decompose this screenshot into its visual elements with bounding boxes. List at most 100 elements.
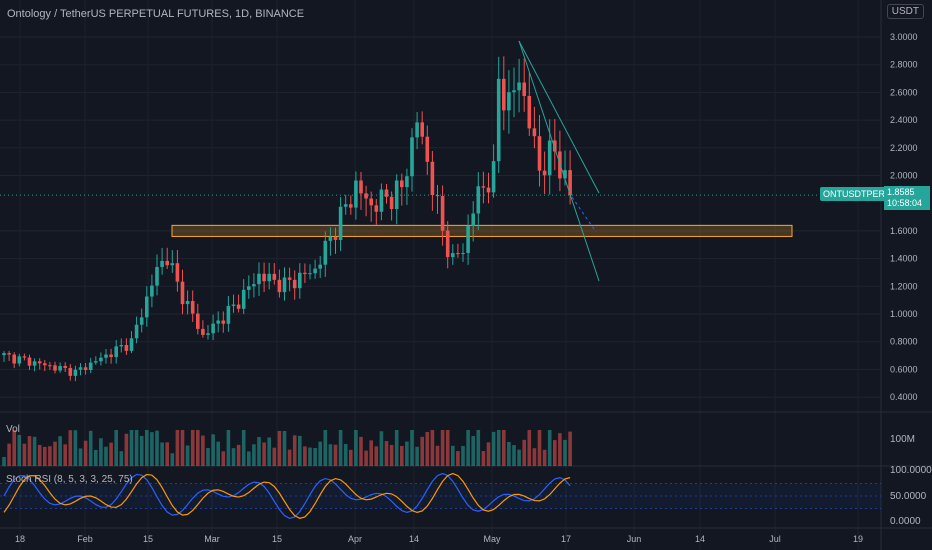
volume-bar [308, 447, 312, 466]
candle-body [22, 356, 27, 358]
volume-bar [313, 448, 317, 466]
volume-bar [527, 430, 532, 466]
candle-body [58, 366, 62, 371]
volume-bar [425, 432, 430, 466]
volume-bar [303, 446, 307, 466]
volume-bar [502, 430, 506, 466]
stoch-tick-50: 50.0000 [890, 491, 927, 502]
candle-body [2, 353, 6, 356]
price-tick-label: 0.4000 [890, 392, 918, 402]
candle-body [196, 313, 200, 329]
candle-body [394, 180, 399, 209]
candle-body [405, 176, 409, 188]
stoch-d-line [3, 472, 571, 519]
candle-body [420, 122, 424, 137]
time-tick-label: 14 [409, 534, 419, 544]
volume-bar [12, 430, 16, 466]
candle-body [415, 122, 419, 138]
volume-bar [405, 441, 409, 466]
time-tick-label: Jul [769, 534, 781, 544]
time-tick-label: Apr [348, 534, 362, 544]
candle-body [456, 253, 460, 255]
candle-body [83, 367, 88, 371]
stoch-tick-0: 0.0000 [890, 516, 921, 527]
candle-body [272, 273, 277, 280]
volume-bar [496, 430, 501, 466]
volume-bars [2, 430, 572, 466]
volume-bar [27, 436, 32, 466]
candle-body [114, 346, 118, 358]
volume-bar [236, 444, 241, 466]
candle-body [369, 198, 373, 206]
time-tick-label: 15 [272, 534, 282, 544]
candle-body [88, 362, 93, 371]
time-tick-label: May [483, 534, 501, 544]
candle-body [160, 260, 164, 268]
volume-bar [196, 430, 200, 466]
candle-body [298, 272, 302, 289]
volume-bar [58, 436, 62, 466]
volume-bar [400, 446, 404, 466]
candle-body [32, 361, 37, 366]
volume-bar [481, 450, 486, 466]
volume-bar [109, 442, 113, 466]
volume-bar [129, 430, 134, 466]
volume-bar [364, 450, 368, 466]
candle-body [303, 272, 307, 275]
volume-bar [384, 441, 389, 466]
volume-bar [507, 441, 511, 466]
support-zone [171, 224, 793, 237]
volume-bar [68, 430, 73, 466]
time-tick-label: Feb [77, 534, 93, 544]
volume-bar [139, 435, 144, 466]
volume-bar [119, 451, 124, 466]
volume-bar [48, 446, 52, 466]
volume-bar [73, 430, 78, 466]
volume-bar [389, 444, 394, 466]
candle-body [170, 263, 175, 266]
volume-bar [83, 440, 88, 466]
candle-body [257, 273, 261, 285]
price-tick-label: 1.2000 [890, 281, 918, 291]
currency-selector[interactable]: USDT [886, 4, 924, 19]
volume-bar [323, 430, 328, 466]
candle-body [502, 78, 506, 111]
time-tick-label: 15 [143, 534, 153, 544]
volume-bar [17, 434, 22, 466]
candle-body [287, 277, 292, 280]
volume-bar [476, 430, 481, 466]
candle-body [553, 140, 557, 152]
candle-body [466, 225, 470, 253]
volume-bar [410, 430, 414, 466]
volume-bar [491, 431, 496, 466]
candle-body [476, 186, 481, 214]
volume-bar [354, 430, 358, 466]
trend-lines [518, 40, 600, 282]
candle-body [282, 277, 287, 293]
candle-body [129, 338, 134, 351]
price-tick-label: 0.6000 [890, 364, 918, 374]
candle-body [313, 268, 317, 274]
symbol-price-tag: ONTUSDTPERP [820, 187, 895, 201]
volume-bar [451, 445, 455, 466]
candle-body [400, 180, 404, 188]
volume-bar [369, 440, 373, 466]
current-price-box: 1.8585 10:58:04 [884, 186, 930, 210]
time-tick-label: Jun [627, 534, 642, 544]
candle-body [53, 365, 57, 371]
candle-body [323, 240, 328, 265]
candle-body [374, 205, 379, 212]
chart-title: Ontology / TetherUS PERPETUAL FUTURES, 1… [7, 8, 305, 20]
candle-body [486, 187, 491, 193]
support-zone-rect [171, 224, 793, 237]
candle-body [563, 170, 567, 179]
candle-body [451, 253, 455, 258]
volume-bar [170, 453, 175, 466]
candle-body [532, 128, 537, 137]
volume-bar [252, 444, 256, 466]
price-tick-label: 1.6000 [890, 226, 918, 236]
price-tick-label: 2.2000 [890, 143, 918, 153]
time-tick-label: 14 [695, 534, 705, 544]
volume-bar [160, 442, 164, 466]
